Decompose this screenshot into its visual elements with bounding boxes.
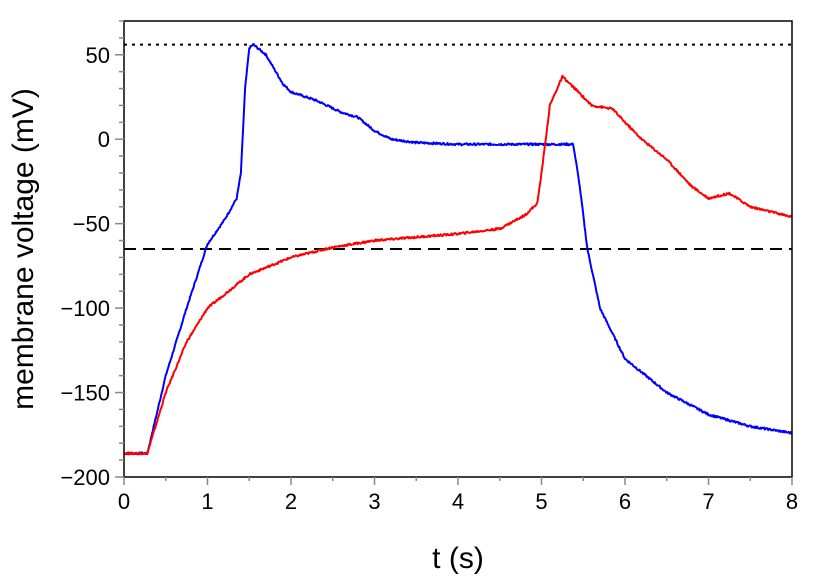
x-tick-label: 0 bbox=[118, 489, 130, 514]
axes: 0 1 2 3 4 5 6 7 8 50 0 −50 −100 −150 −200 bbox=[60, 20, 798, 514]
x-tick-label: 7 bbox=[702, 489, 714, 514]
plot-area bbox=[123, 43, 793, 456]
x-tick-label: 4 bbox=[452, 489, 464, 514]
y-tick-label: 0 bbox=[98, 127, 110, 152]
x-tick-label: 3 bbox=[368, 489, 380, 514]
x-tick-label: 6 bbox=[619, 489, 631, 514]
x-axis-label: t (s) bbox=[432, 542, 484, 575]
x-tick-label: 5 bbox=[535, 489, 547, 514]
y-tick-label: −50 bbox=[73, 212, 110, 237]
x-tick-label: 2 bbox=[285, 489, 297, 514]
y-tick-label: −150 bbox=[60, 381, 110, 406]
series-line-blue bbox=[123, 43, 793, 456]
y-tick-label: 50 bbox=[86, 43, 110, 68]
series-line-red bbox=[123, 74, 793, 456]
x-tick-label: 8 bbox=[786, 489, 798, 514]
y-axis-label: membrane voltage (mV) bbox=[7, 88, 40, 410]
y-tick-label: −200 bbox=[60, 465, 110, 490]
x-tick-label: 1 bbox=[201, 489, 213, 514]
y-tick-label: −100 bbox=[60, 296, 110, 321]
